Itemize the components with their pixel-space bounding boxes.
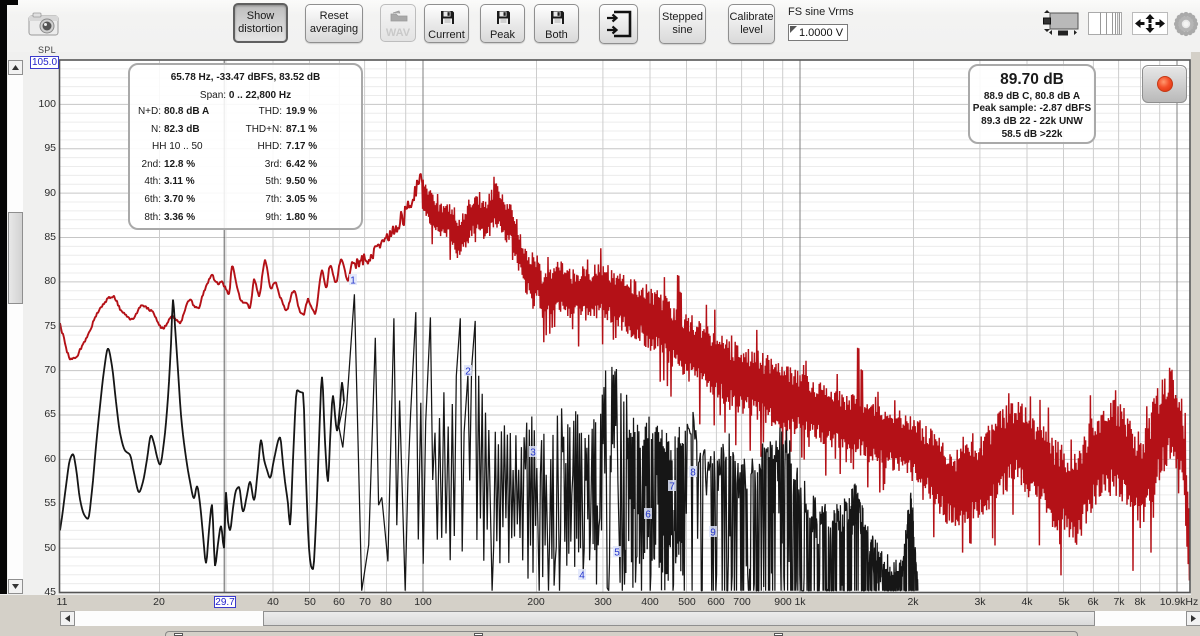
svg-text:5: 5: [614, 548, 620, 559]
svg-text:4: 4: [579, 571, 585, 582]
svg-text:9: 9: [710, 528, 716, 539]
svg-text:1: 1: [350, 276, 356, 287]
svg-text:3: 3: [530, 448, 536, 459]
svg-text:7: 7: [669, 482, 675, 493]
svg-text:8: 8: [690, 468, 696, 479]
svg-text:2: 2: [465, 367, 471, 378]
svg-text:6: 6: [645, 510, 651, 521]
